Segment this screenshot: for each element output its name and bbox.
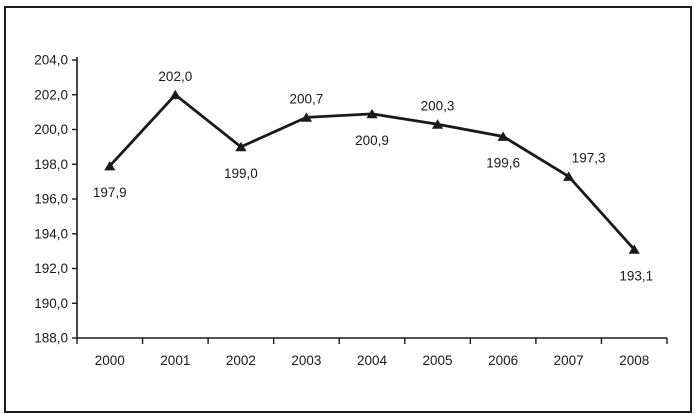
data-point: [169, 89, 181, 100]
data-label: 199,6: [486, 155, 520, 170]
data-point: [104, 160, 116, 171]
data-label: 200,7: [290, 91, 324, 106]
x-tick-label: 2008: [619, 353, 649, 368]
y-tick-label: 202,0: [34, 87, 68, 102]
y-tick-label: 204,0: [34, 53, 68, 68]
data-label: 200,3: [421, 98, 455, 113]
y-tick-label: 200,0: [34, 122, 68, 137]
x-tick-label: 2001: [160, 353, 190, 368]
data-point: [563, 171, 575, 181]
y-tick-label: 188,0: [34, 331, 68, 346]
x-tick-label: 2007: [554, 353, 584, 368]
x-tick-label: 2006: [488, 353, 518, 368]
chart-border: [4, 6, 692, 413]
x-tick-label: 2005: [423, 353, 453, 368]
data-point: [628, 244, 640, 254]
x-tick-label: 2000: [95, 353, 125, 368]
data-label: 197,3: [572, 150, 606, 165]
data-label: 202,0: [158, 69, 192, 84]
data-label: 197,9: [93, 185, 127, 200]
y-tick-label: 192,0: [34, 261, 68, 276]
x-tick-label: 2003: [291, 353, 321, 368]
x-tick-label: 2004: [357, 353, 388, 368]
data-label: 193,1: [619, 268, 653, 283]
y-tick-label: 198,0: [34, 157, 68, 172]
data-label: 199,0: [224, 166, 258, 181]
data-point: [431, 119, 444, 129]
data-point: [300, 112, 313, 122]
y-tick-label: 194,0: [34, 226, 68, 241]
y-tick-label: 190,0: [34, 296, 68, 311]
y-tick-label: 196,0: [34, 192, 68, 207]
data-label: 200,9: [355, 133, 389, 148]
x-tick-label: 2002: [226, 353, 256, 368]
data-point: [366, 108, 378, 119]
data-point: [497, 131, 509, 141]
data-point: [235, 141, 247, 152]
